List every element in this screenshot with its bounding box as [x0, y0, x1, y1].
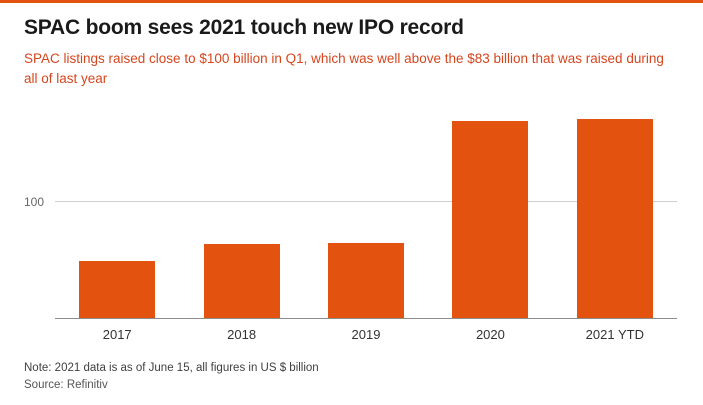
bar-column [428, 109, 552, 319]
chart-note: Note: 2021 data is as of June 15, all fi… [24, 362, 319, 375]
bar-column [553, 109, 677, 319]
bars [55, 109, 677, 319]
x-axis-labels: 2017 2018 2019 2020 2021 YTD [55, 327, 677, 342]
x-tick-label: 2020 [475, 327, 505, 343]
x-tick-label: 2018 [227, 327, 257, 343]
gridline-100 [55, 201, 677, 203]
bar-column [304, 109, 428, 319]
x-tick-label: 2021 YTD [585, 327, 644, 343]
bar-column [55, 109, 179, 319]
y-tick-label: 100 [24, 195, 45, 210]
bar-2020 [452, 120, 529, 319]
accent-top-rule [0, 0, 703, 3]
bar-2019 [328, 242, 404, 319]
bar-column [179, 109, 303, 319]
bar-2017 [79, 261, 156, 319]
bar-2018 [203, 243, 280, 319]
chart-subtitle: SPAC listings raised close to $100 billi… [24, 51, 664, 86]
x-tick-label: 2017 [102, 327, 132, 343]
x-tick-label: 2019 [351, 327, 381, 343]
chart-source: Source: Refinitiv [24, 379, 108, 392]
bar-2021-ytd [576, 118, 653, 319]
chart-title: SPAC boom sees 2021 touch new IPO record [24, 16, 464, 39]
plot-area: 100 [24, 109, 677, 320]
bar-chart: 100 2017 2018 2019 2020 2021 YTD [24, 109, 677, 342]
